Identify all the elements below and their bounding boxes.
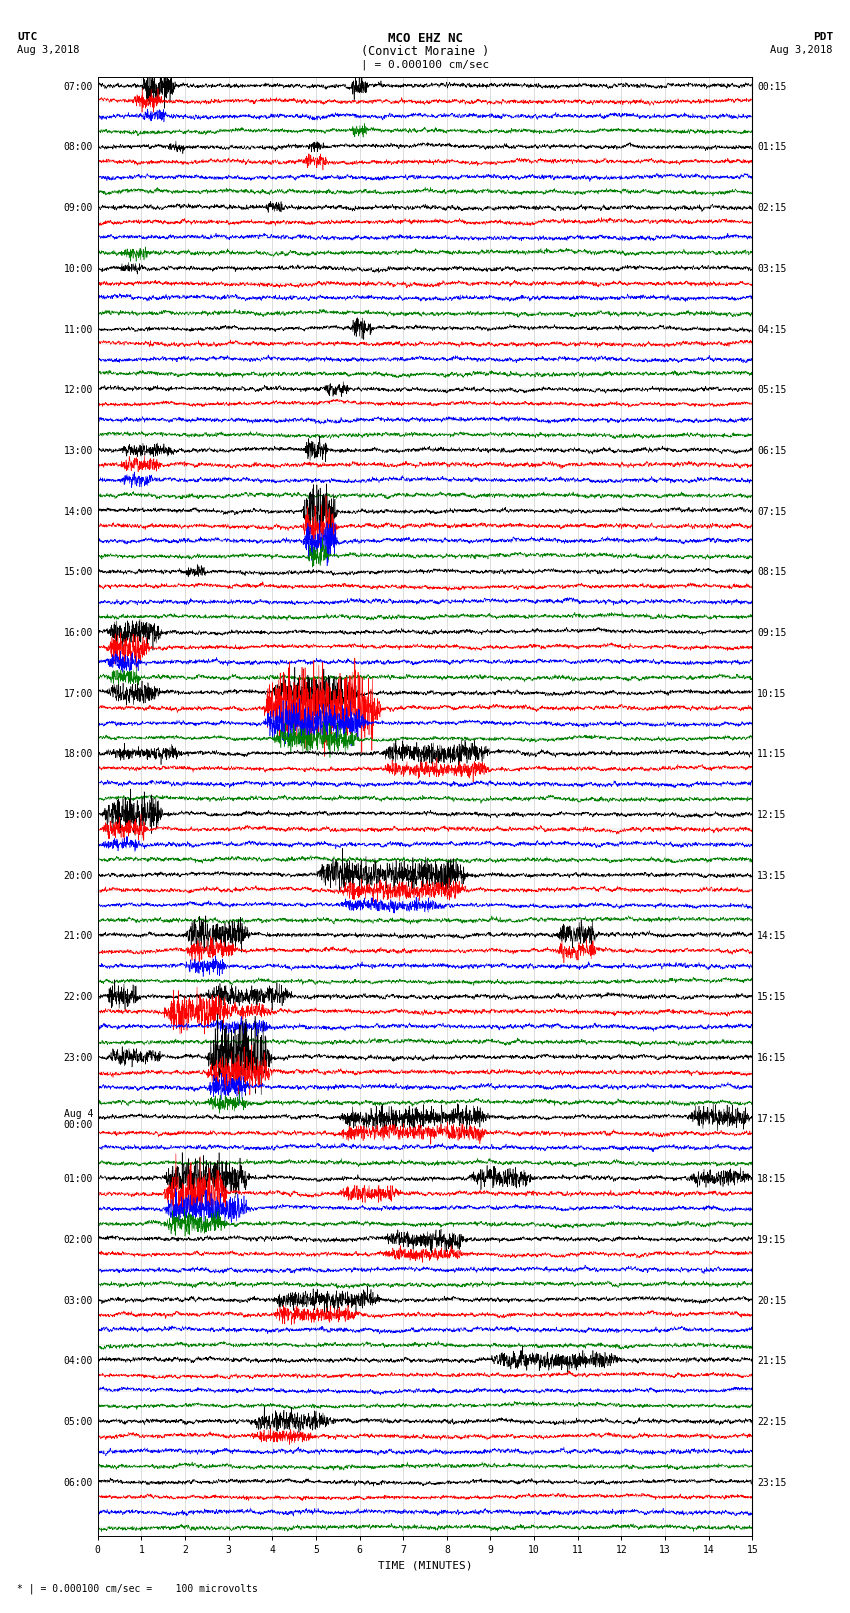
Text: UTC: UTC xyxy=(17,32,37,42)
Text: | = 0.000100 cm/sec: | = 0.000100 cm/sec xyxy=(361,60,489,71)
Text: (Convict Moraine ): (Convict Moraine ) xyxy=(361,45,489,58)
Text: * | = 0.000100 cm/sec =    100 microvolts: * | = 0.000100 cm/sec = 100 microvolts xyxy=(17,1582,258,1594)
Text: Aug 3,2018: Aug 3,2018 xyxy=(17,45,80,55)
X-axis label: TIME (MINUTES): TIME (MINUTES) xyxy=(377,1560,473,1569)
Text: PDT: PDT xyxy=(813,32,833,42)
Text: Aug 3,2018: Aug 3,2018 xyxy=(770,45,833,55)
Text: MCO EHZ NC: MCO EHZ NC xyxy=(388,32,462,45)
